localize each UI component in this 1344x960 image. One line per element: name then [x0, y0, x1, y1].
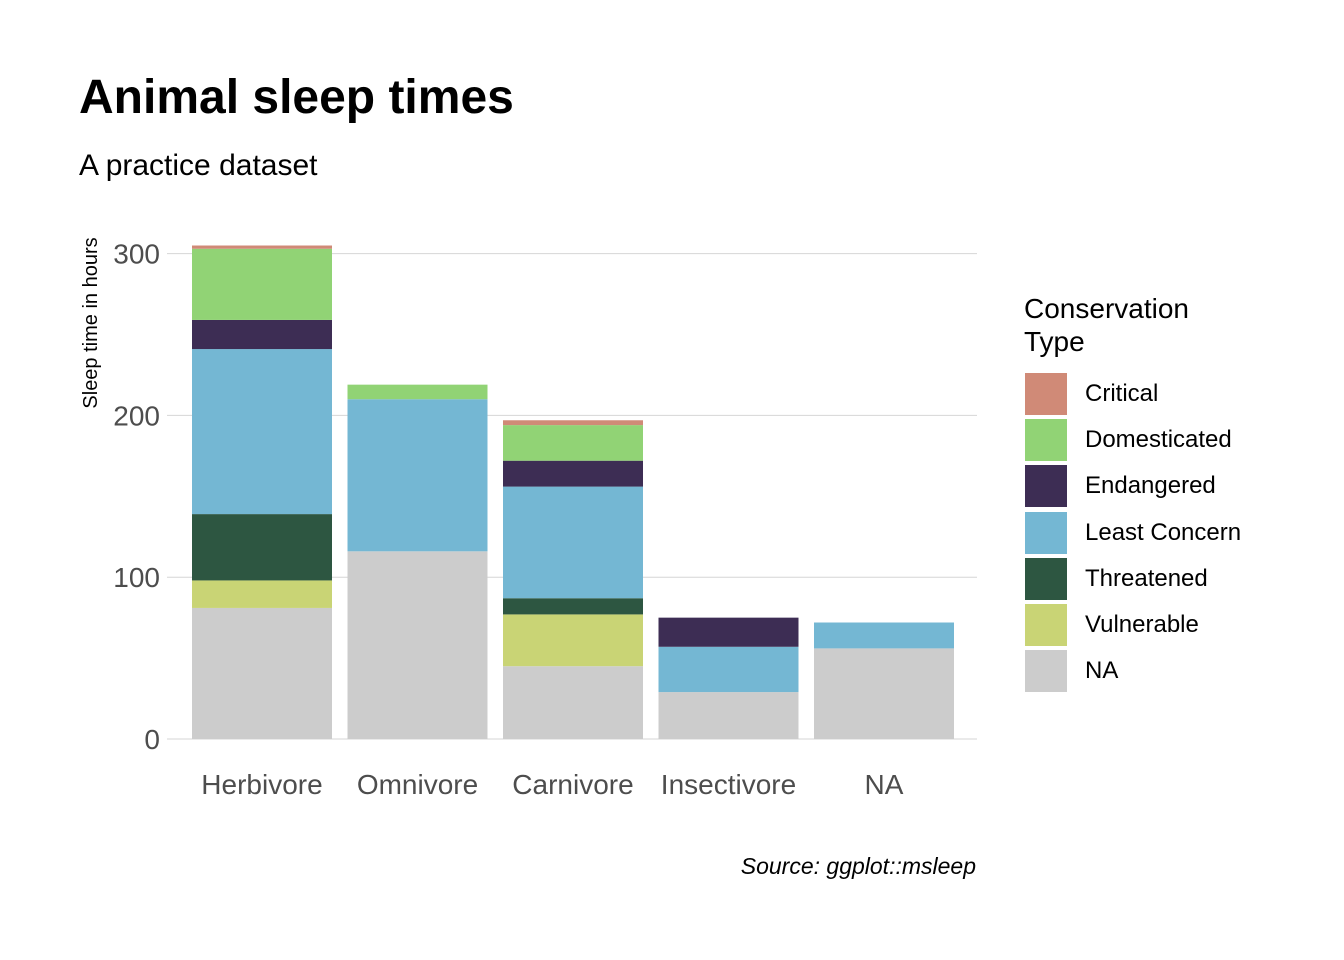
y-tick-label: 0 [144, 724, 160, 755]
chart-subtitle: A practice dataset [79, 149, 318, 182]
legend-title-line-2: Type [1024, 326, 1085, 357]
legend-label: Least Concern [1085, 518, 1242, 546]
y-axis-title: Sleep time in hours [80, 237, 102, 408]
bar-segment-carnivore-vulnerable [503, 614, 643, 667]
bar-stacks [192, 245, 954, 739]
legend-item: NA [1025, 648, 1241, 694]
x-axis-ticks: Herbivore Omnivore Carnivore Insectivore NA [201, 769, 903, 800]
legend-label: Endangered [1085, 472, 1216, 500]
bar-segment-carnivore-na [503, 666, 643, 739]
bar-segment-carnivore-threatened [503, 598, 643, 615]
bar-segment-insectivore-na [658, 692, 799, 739]
chart-title: Animal sleep times [79, 71, 514, 124]
legend-title-line-1: Conservation [1024, 293, 1189, 324]
legend-title: Conservation Type [1024, 292, 1284, 358]
bar-segment-herbivore-endangered [192, 319, 332, 350]
bar-segment-insectivore-least-concern [658, 646, 799, 693]
legend-swatch [1025, 557, 1067, 600]
legend-swatch [1025, 419, 1067, 462]
y-tick-label: 100 [113, 562, 160, 593]
x-tick-label: Carnivore [512, 769, 633, 800]
bar-segment-carnivore-domesticated [503, 425, 643, 461]
bar-segment-carnivore-endangered [503, 460, 643, 487]
legend-item: Least Concern [1025, 510, 1241, 556]
bar-segment-omnivore-least-concern [347, 399, 488, 552]
legend-swatch [1025, 373, 1067, 416]
legend-label: Vulnerable [1085, 611, 1199, 639]
legend-label: Critical [1085, 380, 1159, 408]
bar-segment-carnivore-least-concern [503, 486, 643, 599]
legend-swatch [1025, 604, 1067, 647]
bar-segment-na-na [814, 648, 954, 739]
y-tick-label: 200 [113, 400, 160, 431]
bar-segment-herbivore-domesticated [192, 248, 332, 320]
bar-segment-herbivore-na [192, 607, 332, 739]
bar-segment-herbivore-vulnerable [192, 580, 332, 608]
bar-segment-omnivore-na [347, 551, 488, 739]
legend-item: Threatened [1025, 556, 1241, 602]
bar-segment-herbivore-least-concern [192, 349, 332, 515]
y-axis-ticks: 0 100 200 300 [113, 239, 160, 755]
bar-segment-insectivore-endangered [658, 617, 799, 647]
chart-caption: Source: ggplot::msleep [740, 853, 976, 879]
x-tick-label: Herbivore [201, 769, 322, 800]
legend-label: NA [1085, 657, 1119, 685]
legend-item: Endangered [1025, 463, 1241, 509]
bar-segment-carnivore-critical [503, 420, 643, 426]
legend-item: Vulnerable [1025, 602, 1241, 648]
x-tick-label: Omnivore [357, 769, 478, 800]
legend-label: Domesticated [1085, 426, 1232, 454]
y-tick-label: 300 [113, 239, 160, 270]
bar-segment-omnivore-domesticated [347, 384, 488, 400]
legend-item: Domesticated [1025, 417, 1241, 463]
legend-swatch [1025, 511, 1067, 554]
legend: Critical Domesticated Endangered Least Conc… [1025, 371, 1241, 694]
bar-segment-herbivore-threatened [192, 514, 332, 581]
legend-label: Threatened [1085, 564, 1208, 592]
bar-segment-na-least-concern [814, 622, 954, 649]
x-tick-label: NA [865, 769, 904, 800]
legend-swatch [1025, 650, 1067, 693]
legend-item: Critical [1025, 371, 1241, 417]
bar-segment-herbivore-critical [192, 245, 332, 249]
x-tick-label: Insectivore [661, 769, 796, 800]
legend-swatch [1025, 465, 1067, 508]
